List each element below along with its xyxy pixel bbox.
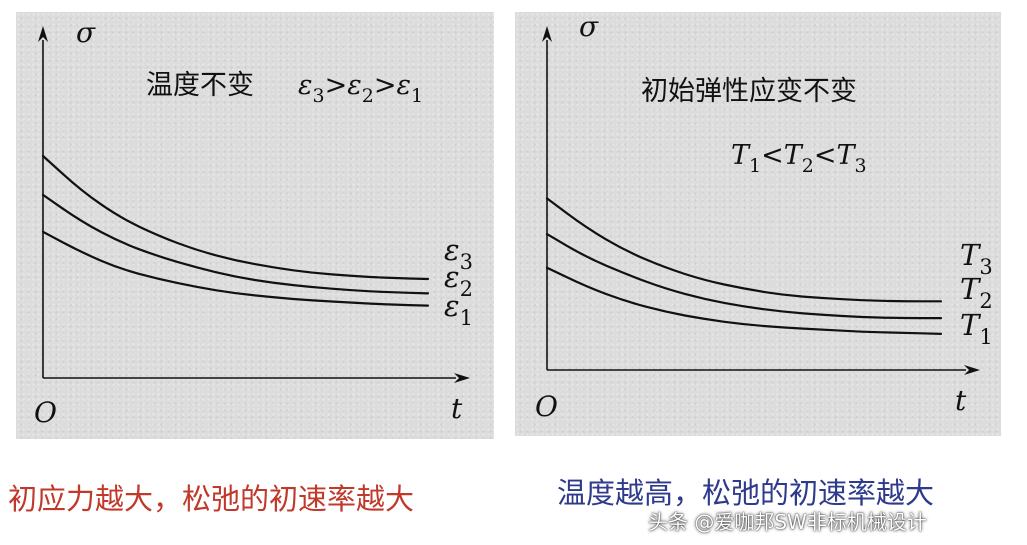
condition-label: 温度不变 (146, 70, 254, 101)
y-axis-label: σ (76, 16, 96, 49)
watermark: 头条 @爱咖邦SW非标机械设计 (648, 510, 927, 534)
series-line-T3 (545, 197, 943, 303)
x-axis-arrow (454, 373, 470, 383)
y-axis-arrow (38, 26, 48, 42)
condition-label: 初始弹性应变不变 (641, 76, 857, 107)
series-label-T1: T1 (960, 308, 993, 349)
series-label-T3: T3 (960, 238, 993, 279)
series-line-ε2 (41, 193, 430, 295)
chart-panel-left: σ t O 温度不变 ε3>ε2>ε1 ε3 ε2 ε1 (16, 12, 494, 439)
series-label-ε2: ε2 (444, 260, 473, 301)
x-axis-label: t (955, 384, 967, 417)
series-line-T1 (545, 266, 943, 335)
origin-label: O (535, 390, 558, 423)
x-axis-arrow (964, 365, 980, 375)
series-label-T2: T2 (960, 272, 993, 313)
y-axis-label: σ (579, 12, 599, 43)
series-line-ε1 (41, 230, 430, 307)
y-axis-arrow (542, 26, 552, 42)
origin-label: O (34, 396, 57, 429)
series-line-ε3 (41, 154, 430, 281)
ordering-label: T1<T2<T3 (731, 140, 867, 177)
caption-left: 初应力越大，松弛的初速率越大 (8, 482, 415, 516)
series-label-ε3: ε3 (444, 233, 473, 274)
ordering-label: ε3>ε2>ε1 (298, 70, 423, 107)
series-label-ε1: ε1 (444, 289, 473, 330)
series-line-T2 (545, 233, 943, 320)
chart-panel-right: σ t O 初始弹性应变不变 T1<T2<T3 T3 T2 T1 (515, 12, 1001, 436)
x-axis-label: t (451, 392, 463, 425)
caption-right: 温度越高，松弛的初速率越大 (557, 476, 935, 510)
